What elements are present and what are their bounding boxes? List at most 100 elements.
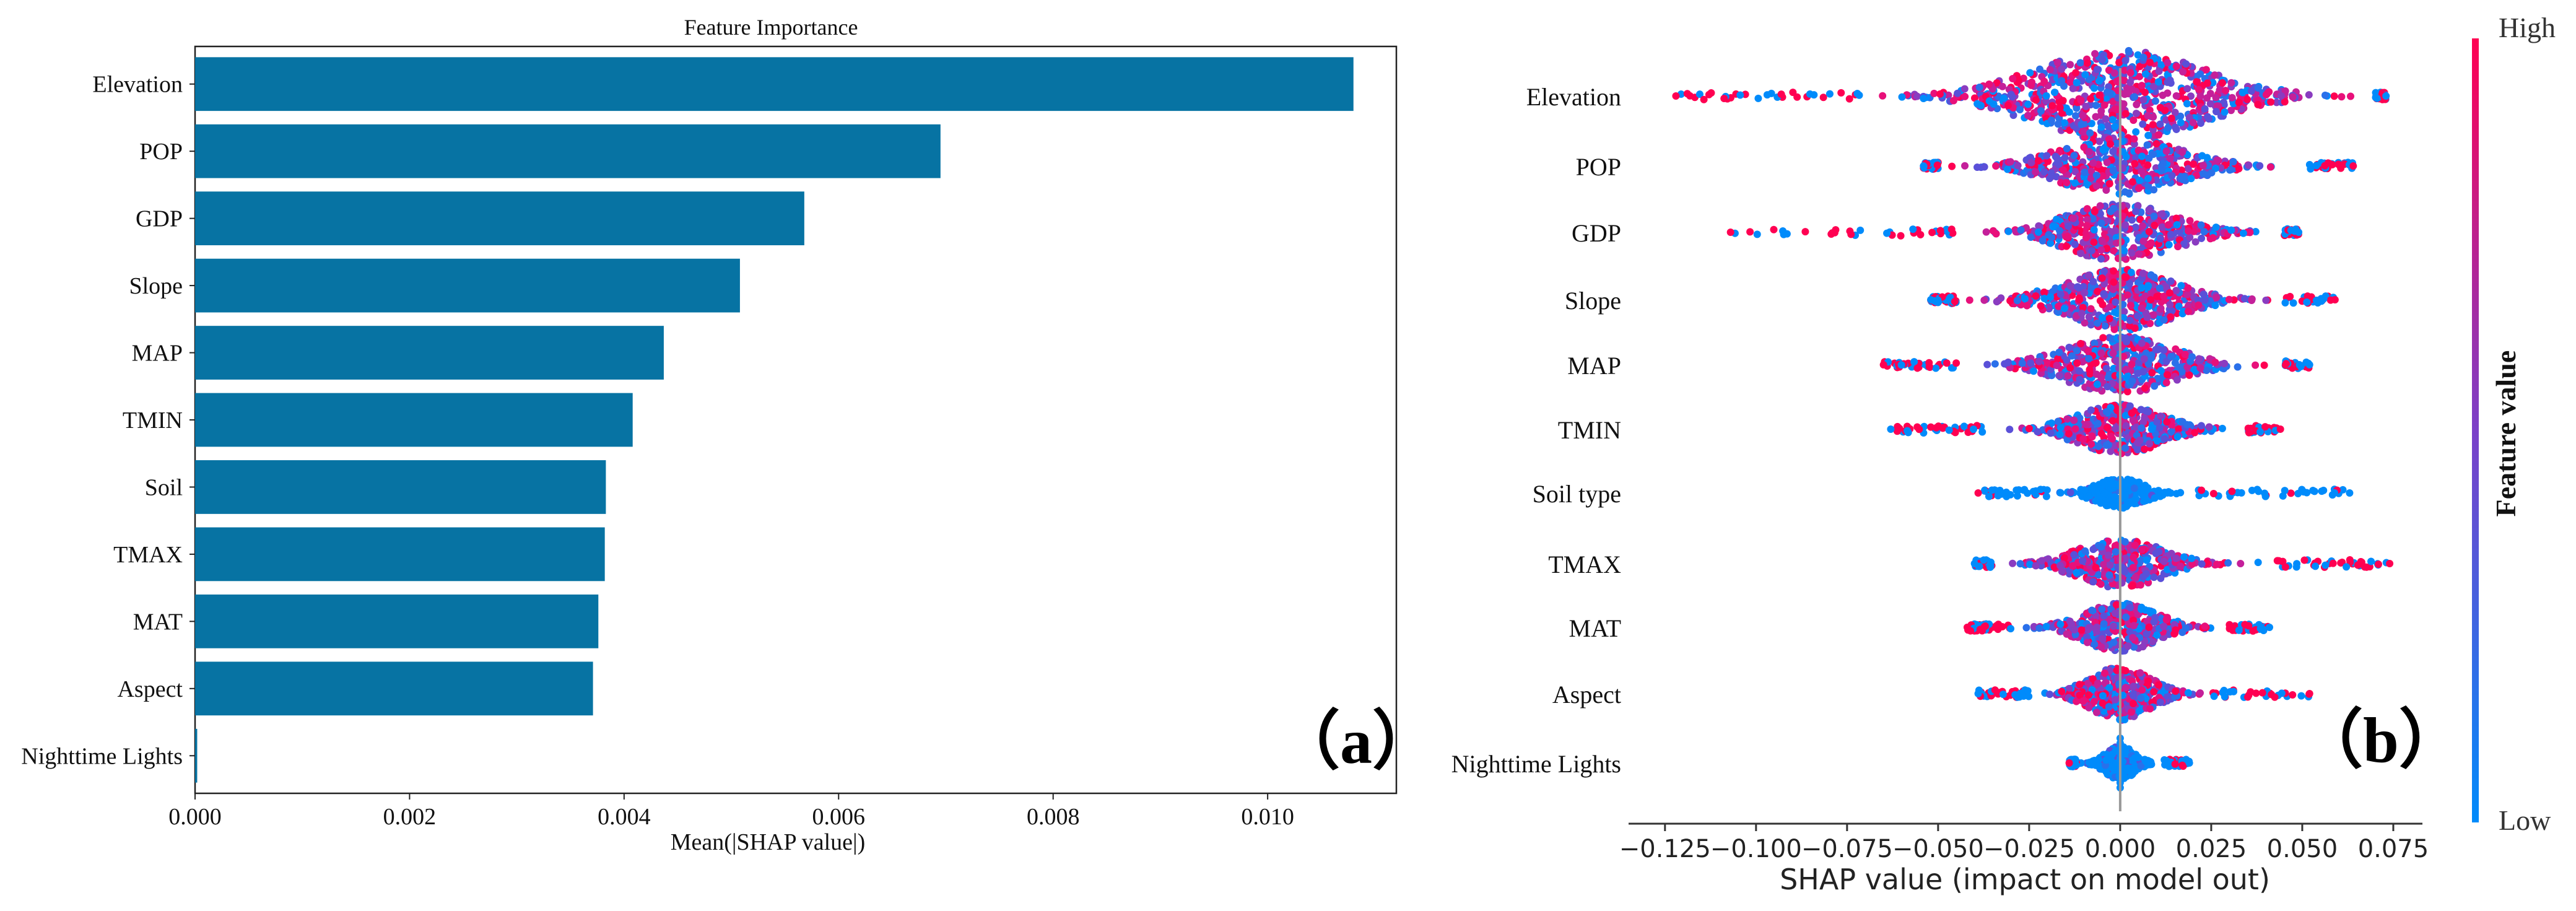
shap-point [2138,546,2146,554]
shap-point [2089,159,2097,167]
shap-point [2129,582,2137,590]
shap-point [2056,290,2065,299]
shap-point [2047,116,2055,124]
shap-point [2125,48,2133,56]
shap-point [2165,289,2174,297]
shap-point [2281,299,2289,307]
shap-point [2071,425,2079,433]
shap-point [2110,493,2118,501]
shap-point [2267,98,2275,106]
shap-point [2312,296,2320,304]
shap-point [2178,628,2187,636]
shap-point [2081,71,2089,79]
shap-point [2172,626,2180,634]
shap-point [2198,486,2206,494]
shap-point [2136,216,2144,224]
shap-point [2303,298,2311,306]
shap-point [2167,230,2175,238]
shap-point [2213,294,2221,302]
shap-point [2255,487,2263,495]
shap-point [2064,232,2072,240]
shap-point [2097,580,2105,588]
bar-series [195,57,1354,783]
shap-point [1982,228,1990,236]
bar [195,460,606,514]
shap-point [2110,267,2118,275]
shap-point [2124,642,2132,650]
shap-point [2072,112,2080,120]
shap-point [2115,59,2123,67]
shap-point [2061,154,2069,162]
shap-point [2126,316,2134,325]
shap-point [2016,106,2024,114]
shap-point [2109,167,2117,175]
shap-point [2190,160,2198,168]
shap-point [1961,92,1969,100]
shap-point [2177,118,2185,126]
shap-point [2138,284,2146,292]
shap-point [2014,162,2022,170]
shap-point [2237,489,2245,497]
shap-point [2367,557,2375,565]
shap-point [2254,84,2262,92]
x-axis-label: Mean(|SHAP value|) [671,829,866,855]
shap-point [2144,175,2152,183]
shap-point [2053,59,2061,67]
shap-point [2120,76,2128,84]
shap-point [2147,296,2155,304]
shap-point [2071,240,2079,248]
shap-point [2085,355,2093,363]
shap-point [2063,630,2071,638]
shap-point [2110,639,2118,647]
shap-point [2159,91,2167,99]
shap-point [2073,359,2081,367]
shap-point [2060,82,2068,90]
shap-point [2061,304,2069,312]
shap-point [2044,157,2052,165]
shap-point [2150,573,2158,582]
shap-point [2032,562,2040,570]
shap-point [2134,312,2142,320]
shap-point [1934,422,1943,430]
shap-point [2100,101,2108,109]
shap-point [2065,222,2073,230]
shap-point [2139,368,2147,376]
shap-point [2129,564,2137,572]
shap-point [1970,560,1978,567]
shap-point [2122,273,2130,281]
shap-point [2162,147,2170,155]
shap-point [1936,227,1944,235]
shap-point [2134,250,2143,258]
shap-point [2126,302,2134,310]
shap-point [2092,102,2100,110]
shap-point [2183,85,2191,93]
shap-point [2256,428,2265,436]
shap-point [2312,562,2320,570]
shap-point [2172,287,2180,295]
shap-point [2149,150,2157,159]
shap-point [2100,290,2108,298]
shap-point [2357,558,2365,566]
shap-point [2229,158,2237,166]
shap-point [2100,489,2108,497]
shap-point [1961,162,1969,170]
shap-point [2063,178,2071,186]
shap-point [2071,625,2079,634]
shap-point [2066,79,2074,87]
shap-point [2329,559,2337,567]
shap-point [2079,111,2087,120]
shap-point [2201,622,2209,630]
shap-point [2209,233,2217,242]
shap-point [1963,624,1971,631]
shap-point [2047,169,2055,177]
shap-point [2154,78,2162,86]
shap-point [2206,89,2214,97]
shap-point [2090,84,2098,92]
bar [195,527,605,582]
shap-point [2136,63,2144,71]
shap-point [2087,167,2095,175]
shap-point [2320,295,2328,303]
y-tick-label: TMAX [113,542,183,568]
shap-point [2138,424,2146,432]
shap-point [1819,94,1827,102]
